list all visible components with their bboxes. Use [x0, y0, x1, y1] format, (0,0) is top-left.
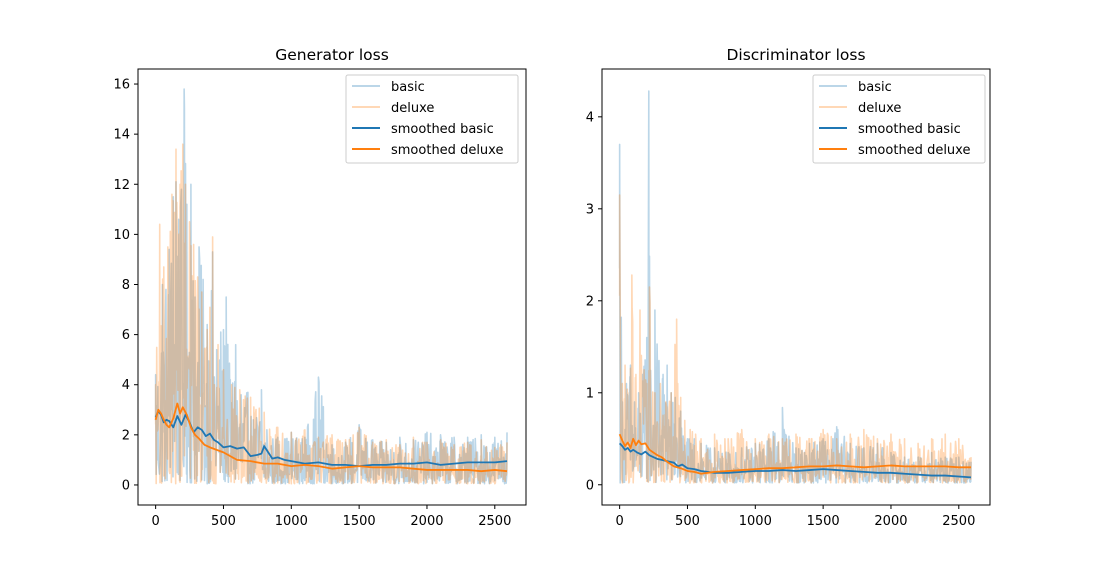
y-tick-label: 0	[586, 478, 594, 493]
y-tick-label: 1	[586, 386, 594, 401]
axes-frame	[601, 68, 991, 506]
series-line-deluxe	[618, 194, 972, 484]
x-tick-label: 2000	[410, 514, 443, 529]
legend-label: deluxe	[391, 101, 434, 116]
legend-label: basic	[391, 80, 425, 95]
y-tick-label: 2	[586, 294, 594, 309]
y-tick-label: 12	[113, 178, 130, 193]
x-tick-label: 1500	[343, 514, 376, 529]
x-tick-label: 1000	[275, 514, 308, 529]
series-line-smoothed-basic	[618, 442, 972, 479]
y-tick-label: 14	[113, 128, 130, 143]
legend-label: basic	[858, 80, 892, 95]
x-tick-label: 500	[675, 514, 700, 529]
legend: basic deluxe smoothed basic smoothed deluxe	[812, 74, 986, 164]
series-line-smoothed-deluxe	[618, 433, 972, 475]
legend-label: smoothed deluxe	[858, 143, 970, 158]
x-tick-label: 2500	[942, 514, 975, 529]
y-tick-label: 16	[113, 78, 130, 93]
y-tick-label: 2	[122, 428, 130, 443]
series-line-smoothed-deluxe	[154, 402, 508, 473]
y-tick-label: 10	[113, 228, 130, 243]
plot-area	[154, 88, 508, 485]
x-tick-label: 1000	[739, 514, 772, 529]
legend-label: deluxe	[858, 101, 901, 116]
y-tick-label: 6	[122, 328, 130, 343]
y-tick-label: 0	[122, 478, 130, 493]
legend-label: smoothed deluxe	[391, 143, 503, 158]
x-tick-label: 2000	[874, 514, 907, 529]
y-tick-label: 8	[122, 278, 130, 293]
legend: basic deluxe smoothed basic smoothed deluxe	[345, 74, 519, 164]
y-tick-label: 4	[122, 378, 130, 393]
panel-title: Generator loss	[275, 46, 389, 64]
x-tick-label: 1500	[807, 514, 840, 529]
x-tick-label: 0	[151, 514, 159, 529]
legend-label: smoothed basic	[858, 122, 961, 137]
plot-area	[618, 90, 972, 484]
legend-label: smoothed basic	[391, 122, 494, 137]
discriminator-loss-panel: 0 500 1000 1500 2000 2500 0 1 2 3 4 Discriminator l…	[586, 46, 991, 529]
series-line-deluxe	[154, 143, 508, 485]
x-tick-label: 2500	[478, 514, 511, 529]
y-tick-label: 3	[586, 202, 594, 217]
x-tick-label: 0	[615, 514, 623, 529]
x-tick-label: 500	[211, 514, 236, 529]
legend-box	[812, 74, 986, 164]
y-tick-label: 4	[586, 110, 594, 125]
series-line-smoothed-basic	[154, 410, 508, 468]
panel-title: Discriminator loss	[726, 46, 865, 64]
generator-loss-panel: 0 500 1000 1500 2000 2500 0 2 4 6 8 10 12 14 16 Generat…	[113, 46, 527, 529]
axes-frame	[137, 68, 527, 506]
legend-box	[345, 74, 519, 164]
series-line-basic	[154, 88, 508, 485]
